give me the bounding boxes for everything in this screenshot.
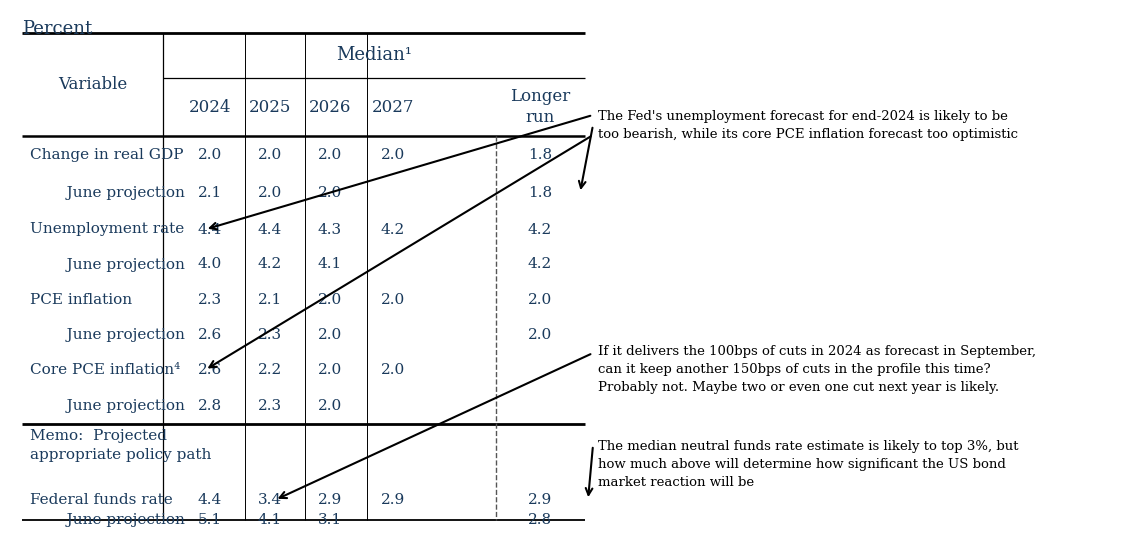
Text: 2.8: 2.8 <box>528 513 552 527</box>
Text: 2.0: 2.0 <box>318 328 342 342</box>
Text: If it delivers the 100bps of cuts in 2024 as forecast in September,
can it keep : If it delivers the 100bps of cuts in 202… <box>598 345 1036 394</box>
Text: 2.0: 2.0 <box>318 399 342 413</box>
Text: 2.1: 2.1 <box>197 186 222 200</box>
Text: 4.2: 4.2 <box>381 222 405 237</box>
Text: 2.0: 2.0 <box>318 148 342 162</box>
Text: 3.1: 3.1 <box>318 513 342 527</box>
Text: 2.6: 2.6 <box>197 363 222 377</box>
Text: 2.0: 2.0 <box>257 148 282 162</box>
Text: 2.3: 2.3 <box>257 328 282 342</box>
Text: 3.4: 3.4 <box>257 493 282 507</box>
Text: 1.8: 1.8 <box>528 186 552 200</box>
Text: 2.0: 2.0 <box>197 148 222 162</box>
Text: 2.8: 2.8 <box>198 399 222 413</box>
Text: 2027: 2027 <box>372 98 414 116</box>
Text: 4.1: 4.1 <box>318 258 342 272</box>
Text: 2024: 2024 <box>188 98 231 116</box>
Text: 2.0: 2.0 <box>257 186 282 200</box>
Text: The median neutral funds rate estimate is likely to top 3%, but
how much above w: The median neutral funds rate estimate i… <box>598 440 1018 489</box>
Text: 4.2: 4.2 <box>527 258 552 272</box>
Text: 2.0: 2.0 <box>381 148 405 162</box>
Text: Change in real GDP: Change in real GDP <box>29 148 184 162</box>
Text: 2.9: 2.9 <box>318 493 342 507</box>
Text: 4.2: 4.2 <box>527 222 552 237</box>
Text: 2.0: 2.0 <box>527 328 552 342</box>
Text: Unemployment rate: Unemployment rate <box>29 222 184 237</box>
Text: The Fed's unemployment forecast for end-2024 is likely to be
too bearish, while : The Fed's unemployment forecast for end-… <box>598 110 1018 141</box>
Text: Memo:  Projected
appropriate policy path: Memo: Projected appropriate policy path <box>29 429 211 462</box>
Text: Core PCE inflation⁴: Core PCE inflation⁴ <box>29 363 180 377</box>
Text: 1.8: 1.8 <box>528 148 552 162</box>
Text: 2.0: 2.0 <box>527 293 552 307</box>
Text: 4.2: 4.2 <box>257 258 282 272</box>
Text: 2.9: 2.9 <box>381 493 405 507</box>
Text: 2.0: 2.0 <box>381 293 405 307</box>
Text: Longer
run: Longer run <box>510 88 570 126</box>
Text: June projection: June projection <box>52 186 185 200</box>
Text: 4.4: 4.4 <box>257 222 282 237</box>
Text: 2.1: 2.1 <box>257 293 282 307</box>
Text: 4.4: 4.4 <box>197 493 222 507</box>
Text: Variable: Variable <box>58 76 127 93</box>
Text: Federal funds rate: Federal funds rate <box>29 493 172 507</box>
Text: 2.0: 2.0 <box>318 186 342 200</box>
Text: 2.0: 2.0 <box>318 293 342 307</box>
Text: June projection: June projection <box>52 258 185 272</box>
Text: 4.0: 4.0 <box>197 258 222 272</box>
Text: 2.0: 2.0 <box>381 363 405 377</box>
Text: June projection: June projection <box>52 513 185 527</box>
Text: 4.4: 4.4 <box>197 222 222 237</box>
Text: Median¹: Median¹ <box>336 46 412 64</box>
Text: Percent: Percent <box>22 20 92 38</box>
Text: 2.9: 2.9 <box>527 493 552 507</box>
Text: 2.3: 2.3 <box>257 399 282 413</box>
Text: 4.3: 4.3 <box>318 222 342 237</box>
Text: 2.2: 2.2 <box>257 363 282 377</box>
Text: 2.3: 2.3 <box>198 293 222 307</box>
Text: 2025: 2025 <box>248 98 291 116</box>
Text: June projection: June projection <box>52 399 185 413</box>
Text: 5.1: 5.1 <box>198 513 222 527</box>
Text: 2026: 2026 <box>308 98 352 116</box>
Text: PCE inflation: PCE inflation <box>29 293 133 307</box>
Text: 2.6: 2.6 <box>197 328 222 342</box>
Text: 4.1: 4.1 <box>257 513 282 527</box>
Text: 2.0: 2.0 <box>318 363 342 377</box>
Text: June projection: June projection <box>52 328 185 342</box>
